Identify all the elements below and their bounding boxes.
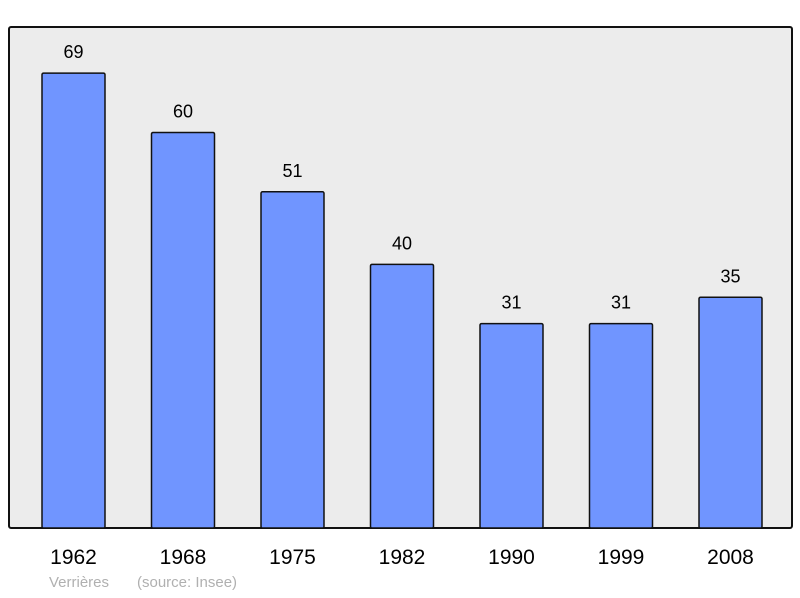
x-tick-label-1975: 1975	[269, 546, 316, 569]
data-label-1999: 31	[611, 293, 631, 313]
bar-1982	[369, 263, 435, 529]
bar-1990	[479, 322, 544, 529]
data-label-1990: 31	[501, 293, 521, 313]
x-tick-label-1999: 1999	[598, 546, 645, 569]
data-label-1982: 40	[392, 233, 412, 253]
bar-1968	[150, 131, 216, 529]
data-label-2008: 35	[720, 266, 740, 286]
x-tick-label-1990: 1990	[488, 546, 535, 569]
bar-1962	[41, 72, 106, 529]
x-tick-label-2008: 2008	[707, 546, 754, 569]
caption-place: Verrières	[49, 574, 110, 591]
data-label-1975: 51	[282, 161, 302, 181]
x-tick-label-1982: 1982	[379, 546, 426, 569]
bar-1999	[588, 322, 654, 529]
bar-1975	[260, 191, 325, 529]
x-tick-label-1962: 1962	[50, 546, 97, 569]
data-label-1962: 69	[63, 42, 83, 62]
x-tick-label-1968: 1968	[160, 546, 207, 569]
data-label-1968: 60	[173, 101, 193, 121]
caption-source: (source: Insee)	[137, 574, 238, 591]
bar-2008	[698, 296, 763, 529]
